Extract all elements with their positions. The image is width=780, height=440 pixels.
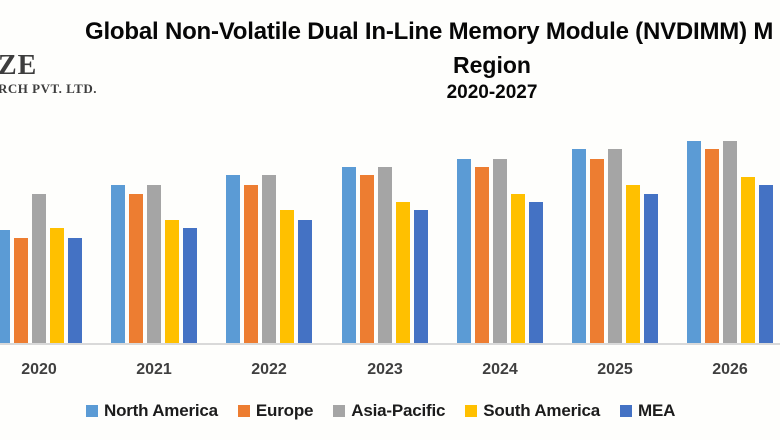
bar-asia-pacific-2020 — [32, 194, 46, 343]
bar-asia-pacific-2021 — [147, 185, 161, 343]
legend-label: MEA — [638, 401, 676, 420]
legend-item-south-america: South America — [465, 401, 600, 421]
bar-europe-2025 — [590, 159, 604, 343]
bar-europe-2020 — [14, 238, 28, 343]
legend-item-mea: MEA — [620, 401, 675, 421]
bar-europe-2023 — [360, 175, 374, 343]
legend-marker-icon — [465, 405, 478, 417]
legend-label: North America — [104, 401, 218, 420]
bar-north-america-2024 — [457, 159, 471, 343]
bar-europe-2021 — [129, 194, 143, 343]
bar-asia-pacific-2024 — [493, 159, 507, 343]
x-axis-line — [0, 343, 780, 345]
legend-marker-icon — [86, 405, 98, 417]
legend-item-north-america: North America — [86, 401, 218, 421]
bar-south-america-2024 — [511, 194, 525, 343]
bar-south-america-2022 — [280, 210, 294, 343]
bar-asia-pacific-2025 — [608, 149, 622, 343]
bar-north-america-2025 — [572, 149, 586, 343]
chart-title-line2: Region — [453, 52, 531, 78]
bar-south-america-2026 — [741, 177, 755, 343]
logo-text-line1: ZE — [0, 50, 38, 81]
bar-europe-2026 — [705, 149, 719, 343]
logo-text-line2: RCH PVT. LTD. — [0, 81, 97, 96]
bar-asia-pacific-2022 — [262, 175, 276, 343]
x-axis-label-2023: 2023 — [367, 361, 403, 378]
bar-north-america-2020 — [0, 230, 10, 343]
bar-mea-2021 — [183, 228, 197, 343]
bar-north-america-2026 — [687, 141, 701, 343]
x-axis-label-2024: 2024 — [482, 361, 518, 378]
logo-fragment: ZE RCH PVT. LTD. — [0, 50, 97, 96]
bar-asia-pacific-2026 — [723, 141, 737, 343]
bar-mea-2022 — [298, 220, 312, 343]
legend: North America Europe Asia-Pacific South Ame… — [86, 401, 675, 421]
bar-north-america-2022 — [226, 175, 240, 343]
chart-title-line1: Global Non-Volatile Dual In-Line Memory … — [85, 18, 774, 45]
bar-asia-pacific-2023 — [378, 167, 392, 343]
legend-marker-icon — [237, 405, 250, 417]
bar-mea-2023 — [414, 210, 428, 343]
x-axis-label-2026: 2026 — [712, 361, 748, 378]
bar-mea-2026 — [759, 185, 773, 343]
bar-mea-2024 — [529, 202, 543, 343]
bar-north-america-2023 — [342, 167, 356, 343]
bar-south-america-2025 — [626, 185, 640, 343]
legend-item-asia-pacific: Asia-Pacific — [333, 401, 445, 421]
legend-item-europe: Europe — [237, 401, 314, 421]
bar-mea-2020 — [68, 238, 82, 343]
bar-north-america-2021 — [111, 185, 125, 343]
bar-south-america-2021 — [165, 220, 179, 343]
bar-europe-2022 — [244, 185, 258, 343]
x-axis-label-2020: 2020 — [21, 361, 57, 378]
chart-title-line3: 2020-2027 — [446, 82, 538, 103]
bar-europe-2024 — [475, 167, 489, 343]
bar-south-america-2020 — [50, 228, 64, 343]
x-axis-label-2021: 2021 — [136, 361, 172, 378]
legend-label: Asia-Pacific — [351, 401, 446, 420]
bar-south-america-2023 — [396, 202, 410, 343]
legend-marker-icon — [333, 405, 346, 417]
x-axis-label-2022: 2022 — [251, 361, 287, 378]
bar-mea-2025 — [644, 194, 658, 343]
legend-marker-icon — [620, 405, 633, 417]
legend-label: Europe — [255, 401, 314, 420]
x-axis-label-2025: 2025 — [597, 361, 633, 378]
legend-label: South America — [483, 401, 601, 420]
